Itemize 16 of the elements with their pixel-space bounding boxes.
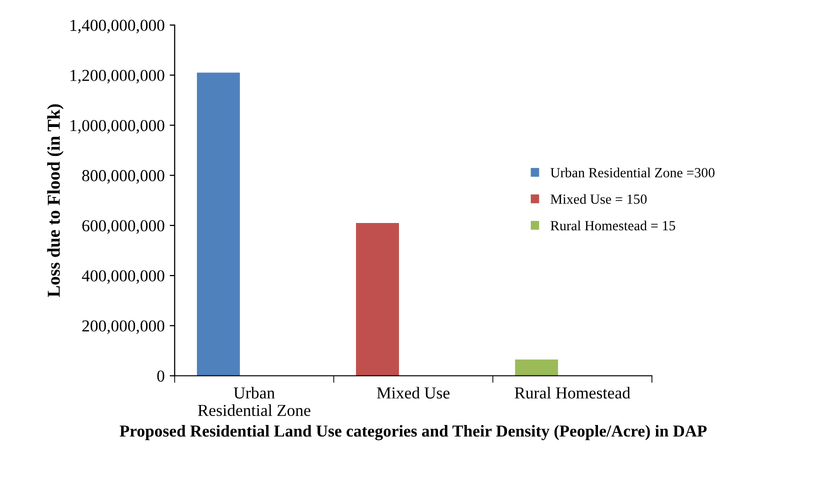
legend-label: Rural Homestead = 15 bbox=[550, 220, 676, 230]
x-tick-label: Mixed Use bbox=[376, 386, 450, 399]
y-axis-title: Loss due to Flood (in Tk) bbox=[47, 104, 64, 298]
y-tick-label: 1,200,000,000 bbox=[70, 70, 164, 84]
y-tick-label: 800,000,000 bbox=[82, 170, 164, 184]
legend-label: Urban Residential Zone =300 bbox=[550, 168, 715, 178]
x-tick-label: Urban Residential Zone bbox=[198, 386, 310, 416]
x-axis-title: Proposed Residential Land Use categories and Their Density (People/Acre) in DAP bbox=[120, 424, 707, 440]
y-tick-label: 1,400,000,000 bbox=[70, 20, 164, 34]
y-tick-label: 200,000,000 bbox=[82, 320, 164, 334]
legend-label: Mixed Use = 150 bbox=[550, 194, 647, 204]
y-tick-label: 1,000,000,000 bbox=[70, 120, 164, 134]
y-tick-label: 0 bbox=[157, 370, 164, 382]
x-tick-label: Rural Homestead bbox=[514, 386, 630, 399]
y-tick-label: 600,000,000 bbox=[82, 220, 164, 234]
y-tick-label: 400,000,000 bbox=[82, 270, 164, 284]
